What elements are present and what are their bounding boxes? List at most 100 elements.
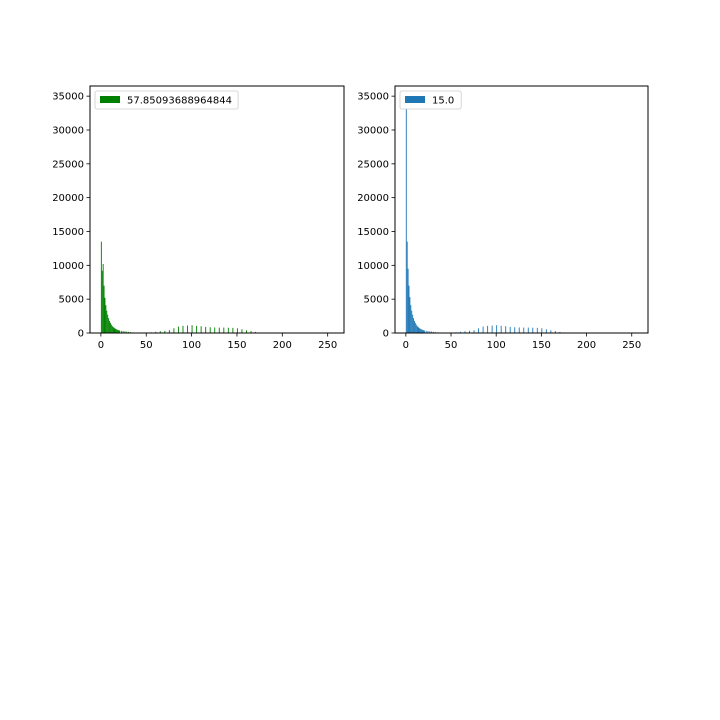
x-tick-label: 100 [487,340,506,351]
histogram-bar [421,329,423,333]
histogram-bar [554,331,556,333]
legend-label: 57.85093688964844 [127,96,232,107]
histogram-bar [425,330,427,333]
histogram-bar [177,326,179,333]
histogram-bar [419,328,421,333]
histogram-bar [423,330,424,333]
histogram-bar [105,305,107,333]
histogram-bar [103,285,105,333]
histogram-bar [109,320,110,333]
histogram-bar [124,331,126,333]
histogram-bar [411,310,413,333]
histogram-bar [118,330,120,333]
histogram-bar [109,322,111,333]
histogram-bar [415,324,417,333]
histogram-bar [432,331,434,333]
histogram-bar [112,326,114,333]
x-tick-label: 200 [577,340,596,351]
histogram-bar [496,325,498,333]
histogram-bar [417,326,419,333]
histogram-bar [120,330,122,333]
histogram-bar [187,325,188,333]
histogram-bar [155,331,157,333]
y-tick-label: 10000 [357,261,389,272]
histogram-bar [487,325,489,333]
histogram-bar [117,329,119,333]
histogram-bar [408,285,410,333]
histogram-bar [122,331,124,333]
histogram-bar [536,327,538,333]
histogram-bar [113,327,115,333]
histogram-bar [164,330,166,333]
histogram-bar [246,330,247,333]
histogram-bar [227,327,229,333]
y-tick-label: 15000 [357,227,389,238]
histogram-bar [509,326,511,333]
histogram-bar [410,305,412,333]
histogram-bar [405,106,407,333]
histogram-bar [559,331,561,333]
histogram-bar [523,327,525,333]
histogram-bar [414,322,416,333]
histogram-bar [255,331,257,333]
y-tick-label: 5000 [364,295,389,306]
x-tick-label: 0 [98,340,104,351]
legend-box [94,90,239,110]
histogram-bar [119,330,120,333]
histogram-bar [478,328,480,333]
histogram-bar [505,326,507,333]
histogram-bar [469,330,470,333]
histogram-bar [413,320,415,333]
histogram-bar [114,328,116,333]
y-tick-label: 20000 [357,193,389,204]
histogram-bar [418,327,420,333]
histogram-bar [423,330,425,333]
histogram-bar [126,331,128,333]
histogram-bar [406,241,408,333]
histogram-bar [205,326,207,333]
bars [405,106,574,333]
histogram-bar [431,331,433,333]
histogram-bar [218,327,220,333]
legend: 15.0 [399,90,462,110]
histogram-bar [104,297,106,333]
histogram-bar [482,326,484,333]
y-tick-label: 25000 [357,159,389,170]
histogram-bar [422,329,424,333]
histogram-bar [412,314,414,333]
y-tick-label: 35000 [52,92,84,103]
x-tick-label: 0 [403,340,409,351]
histogram-bar [236,328,238,333]
histogram-bar [420,328,422,333]
x-tick-label: 250 [318,340,337,351]
histogram-bar [500,325,502,333]
axes-frame [89,85,345,334]
histogram-bar [550,330,552,333]
legend-swatch [100,96,120,103]
histogram-bar [464,331,466,333]
x-tick-label: 200 [273,340,292,351]
histogram-bar [473,330,475,333]
histogram-bar [102,263,104,333]
histogram-bar [541,328,543,333]
x-tick-label: 50 [445,340,458,351]
histogram-bar [168,330,170,333]
histogram-bar [250,331,252,333]
histogram-bar [527,327,529,333]
histogram-bar [106,310,108,333]
histogram-bar [173,328,175,333]
histogram-bar [460,331,461,333]
histogram-bar [241,329,243,333]
histogram-bar [107,314,109,333]
histogram-bar [416,325,418,333]
histogram-bar [514,327,516,333]
y-tick-label: 35000 [357,92,389,103]
x-tick-label: 150 [227,340,246,351]
x-tick-label: 100 [182,340,201,351]
histogram-bar [232,327,234,333]
histogram-bar [491,325,493,333]
histogram-bar [223,327,225,333]
bars [100,241,270,333]
histogram-bar [209,327,211,333]
